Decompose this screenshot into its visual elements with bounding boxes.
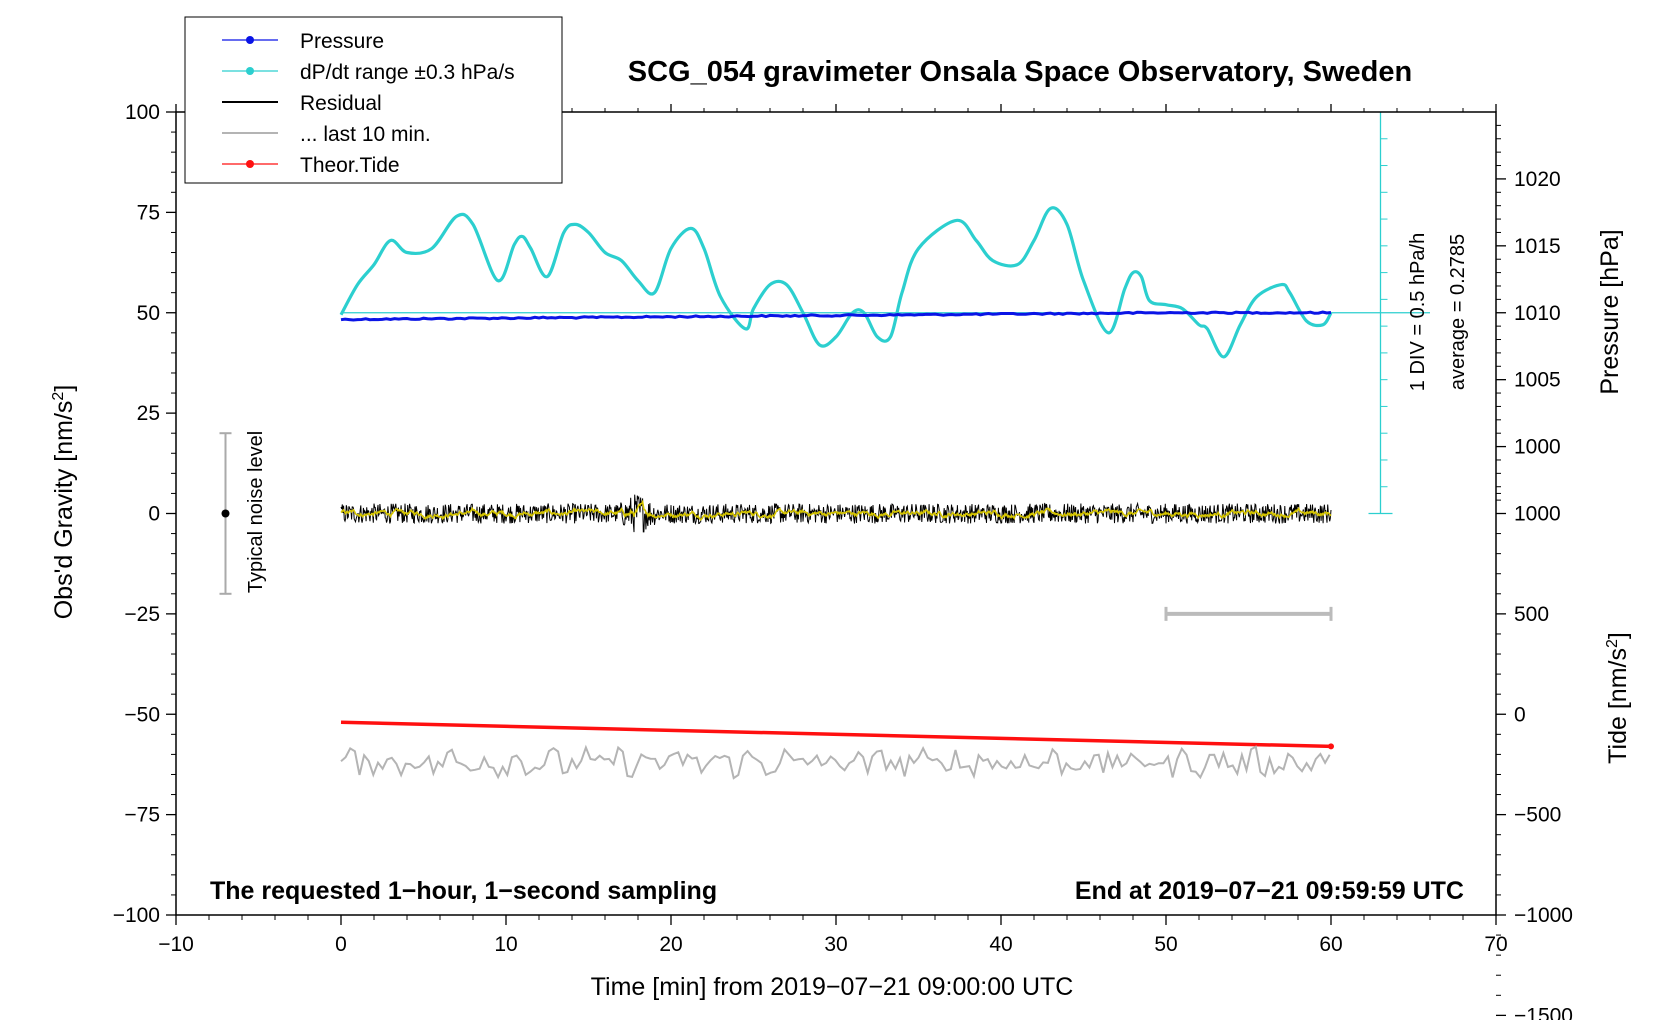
y-tick-label-tide: −1000 bbox=[1514, 904, 1573, 927]
y-tick-label-tide: −1500 bbox=[1514, 1004, 1573, 1020]
residual-smoothed-line bbox=[340, 499, 1332, 521]
x-tick-label: 70 bbox=[1484, 933, 1507, 956]
legend-marker bbox=[246, 67, 254, 75]
y-tick-label-left: −25 bbox=[124, 603, 160, 626]
legend-item-dpdt: dP/dt range ±0.3 hPa/s bbox=[222, 61, 515, 84]
legend-label: dP/dt range ±0.3 hPa/s bbox=[300, 61, 515, 84]
y-axis-label-tide-sup: 2 bbox=[1604, 639, 1621, 648]
x-tick-label: 40 bbox=[989, 933, 1012, 956]
legend-label: Theor.Tide bbox=[300, 154, 400, 177]
x-tick-label: 0 bbox=[335, 933, 347, 956]
y-tick-label-pressure: 1000 bbox=[1514, 436, 1561, 459]
y-tick-label-pressure: 1005 bbox=[1514, 369, 1561, 392]
dpdt-series-line bbox=[339, 206, 1333, 359]
y-tick-label-tide: 0 bbox=[1514, 703, 1526, 726]
chart-title: SCG_054 gravimeter Onsala Space Observat… bbox=[628, 56, 1412, 88]
annotation-bottom-right: End at 2019−07−21 09:59:59 UTC bbox=[1075, 877, 1464, 905]
y-tick-label-tide: −500 bbox=[1514, 804, 1561, 827]
x-tick-label: 10 bbox=[494, 933, 517, 956]
annotation-bottom-left: The requested 1−hour, 1−second sampling bbox=[210, 877, 717, 905]
tide-series-line bbox=[340, 720, 1332, 749]
tide-series-endpoint bbox=[1328, 743, 1334, 750]
y-axis-label-left-sup: 2 bbox=[50, 392, 67, 401]
legend-item-residual: Residual bbox=[222, 92, 382, 115]
legend-box bbox=[184, 16, 563, 184]
y-tick-label-left: 50 bbox=[137, 302, 160, 325]
y-axis-label-left: Obs'd Gravity [nm/s2] bbox=[50, 385, 78, 620]
y-tick-label-pressure: 1020 bbox=[1514, 168, 1561, 191]
legend-item-pressure: Pressure bbox=[222, 30, 384, 53]
y-axis-label-left-text: Obs'd Gravity [nm/s bbox=[50, 401, 78, 620]
dpdt-scale-label: 1 DIV = 0.5 hPa/h bbox=[1407, 233, 1429, 391]
y-tick-label-left: 0 bbox=[148, 503, 160, 526]
legend: Pressure dP/dt range ±0.3 hPa/s Residual… bbox=[184, 16, 563, 184]
y-axis-label-pressure: Pressure [hPa] bbox=[1596, 229, 1624, 394]
noise-level-dot bbox=[221, 509, 230, 518]
y-tick-label-tide: 500 bbox=[1514, 603, 1549, 626]
axes-layer: −10 0 10 20 30 40 50 60 701007550250−25−50−75−10… bbox=[113, 101, 1573, 1025]
y-tick-label-left: 75 bbox=[137, 201, 160, 224]
series-layer bbox=[219, 111, 1430, 780]
x-axis-label: Time [min] from 2019−07−21 09:00:00 UTC bbox=[591, 973, 1074, 1001]
dpdt-average-label: average = 0.2785 bbox=[1447, 234, 1469, 390]
y-tick-label-pressure: 1010 bbox=[1514, 302, 1561, 325]
pressure-series-line bbox=[340, 310, 1332, 322]
legend-label: Residual bbox=[300, 92, 382, 115]
legend-marker bbox=[246, 160, 254, 168]
legend-label: Pressure bbox=[300, 30, 384, 53]
y-tick-label-left: −50 bbox=[124, 703, 160, 726]
x-tick-label: 60 bbox=[1319, 933, 1342, 956]
y-axis-label-left-end: ] bbox=[50, 385, 78, 392]
legend-label: ... last 10 min. bbox=[300, 123, 431, 146]
y-axis-label-tide-end: ] bbox=[1604, 632, 1632, 639]
y-tick-label-left: −100 bbox=[113, 904, 160, 927]
y-tick-label-left: 25 bbox=[137, 402, 160, 425]
y-tick-label-pressure: 1015 bbox=[1514, 235, 1561, 258]
y-axis-label-tide: Tide [nm/s2] bbox=[1604, 632, 1632, 764]
y-tick-label-tide: 1000 bbox=[1514, 503, 1561, 526]
x-tick-label: 30 bbox=[824, 933, 847, 956]
noise-level-label: Typical noise level bbox=[245, 431, 267, 593]
legend-marker bbox=[246, 36, 254, 44]
x-tick-label: −10 bbox=[158, 933, 194, 956]
legend-item-tide: Theor.Tide bbox=[222, 154, 400, 177]
y-axis-label-tide-text: Tide [nm/s bbox=[1604, 648, 1632, 764]
last10-series-line bbox=[340, 744, 1331, 780]
x-tick-label: 50 bbox=[1154, 933, 1177, 956]
y-tick-label-left: −75 bbox=[124, 804, 160, 827]
y-tick-label-left: 100 bbox=[125, 101, 160, 124]
x-tick-label: 20 bbox=[659, 933, 682, 956]
legend-item-last10: ... last 10 min. bbox=[222, 123, 431, 146]
